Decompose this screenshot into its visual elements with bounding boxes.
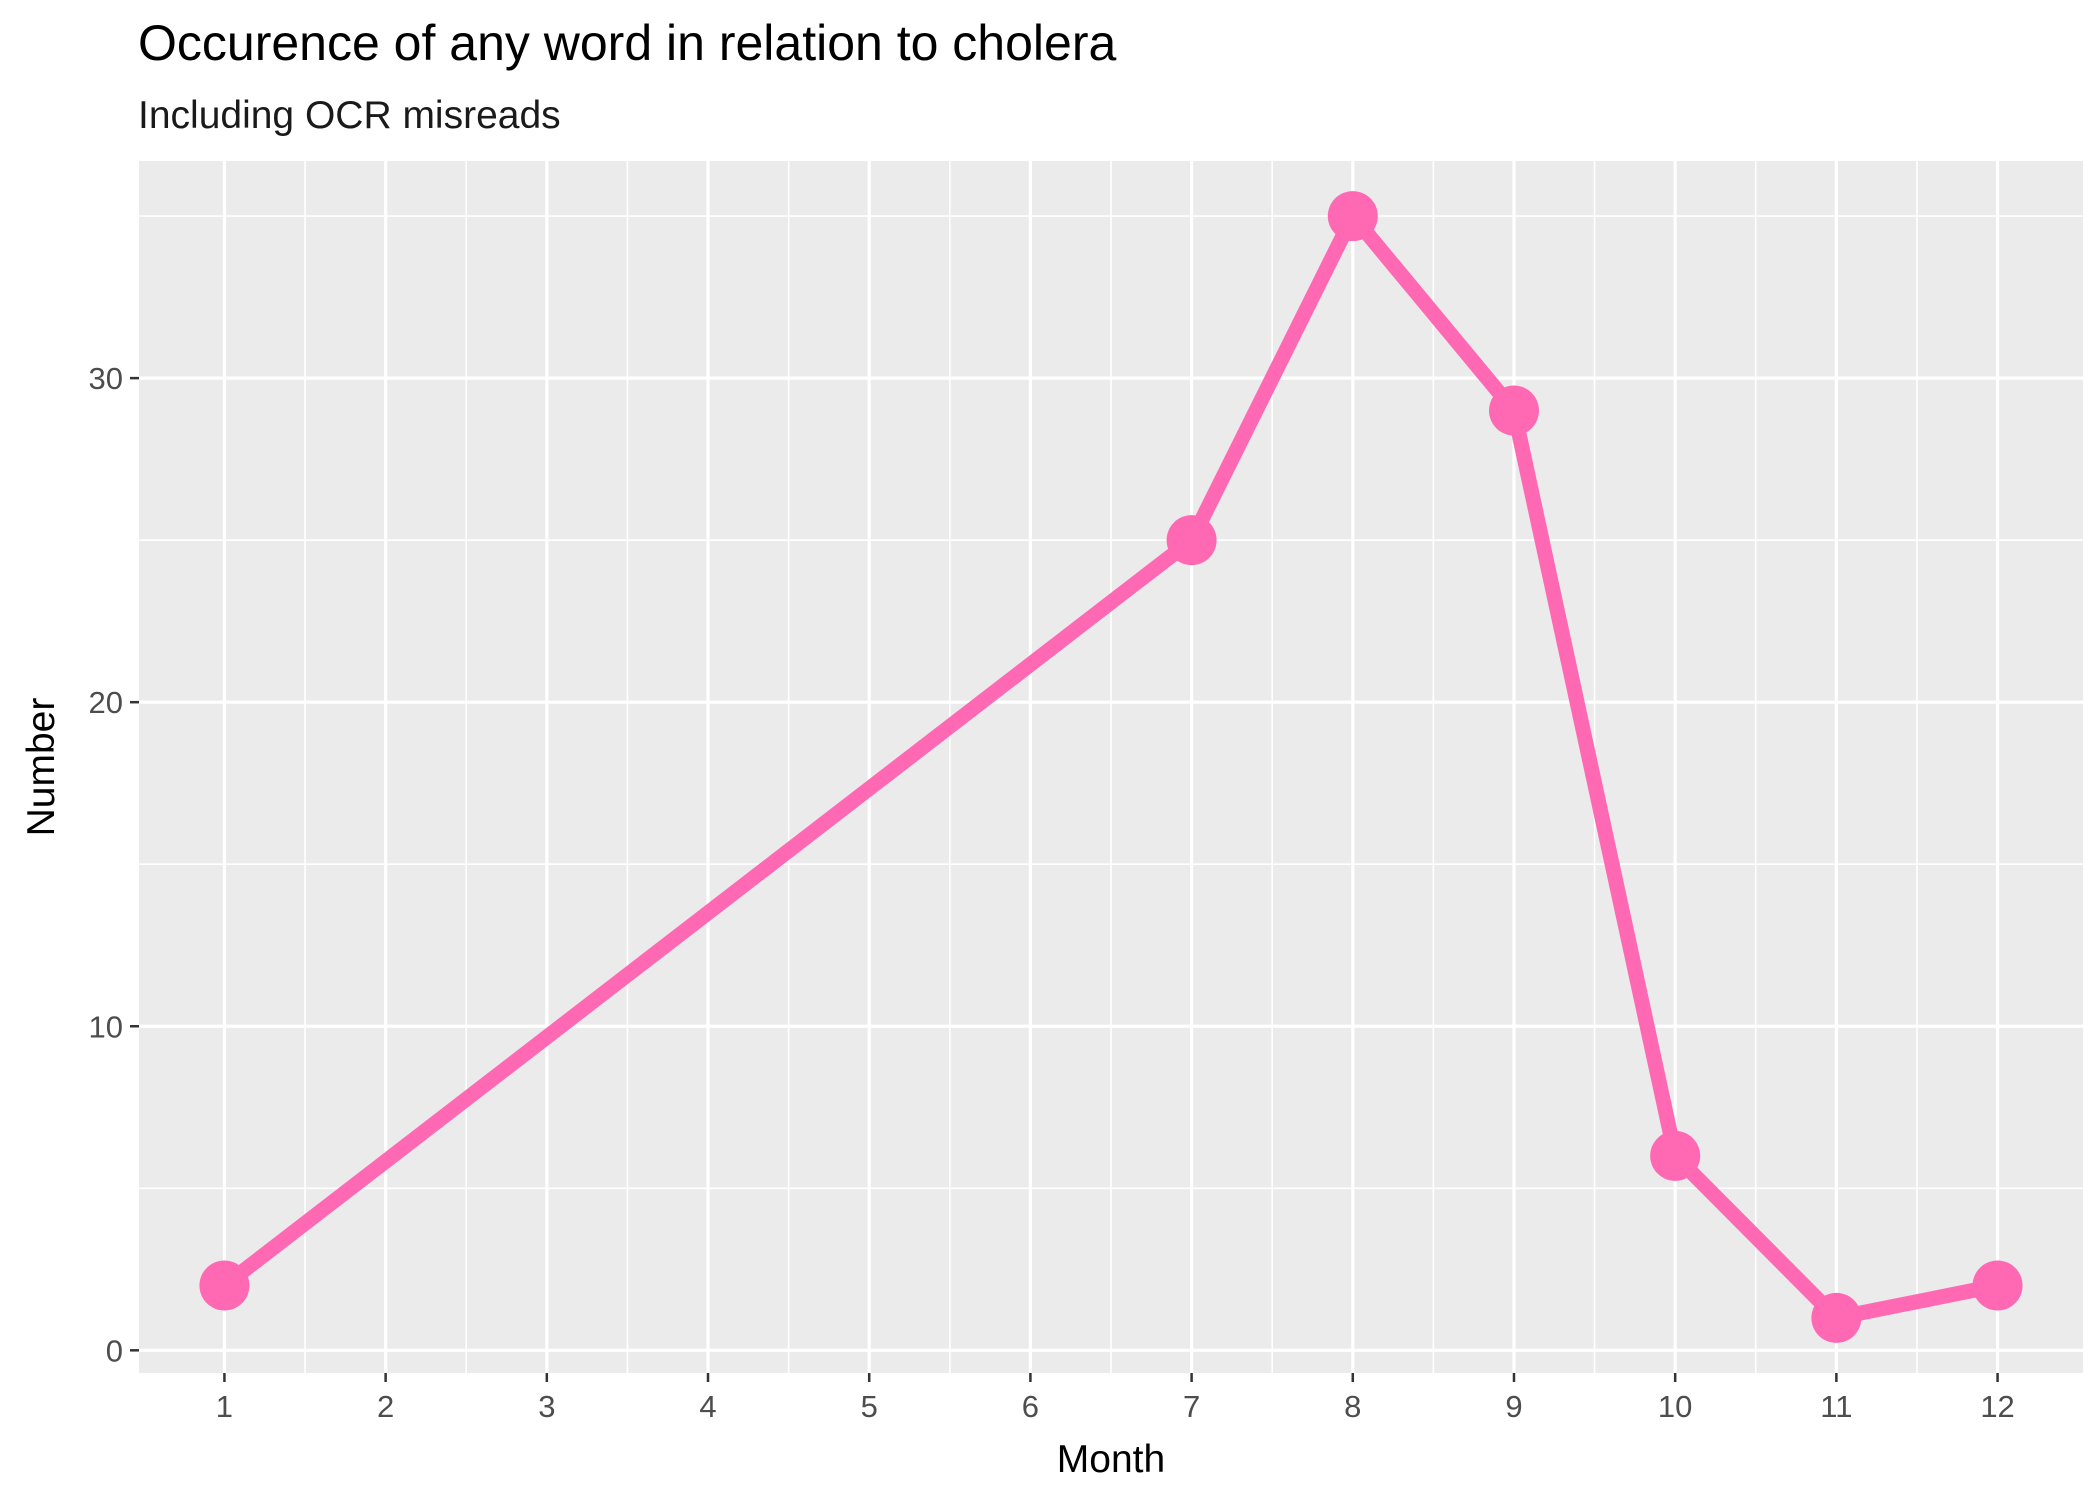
data-point: [199, 1260, 250, 1311]
x-tick-label: 4: [699, 1389, 716, 1424]
major-gridlines: [139, 161, 2083, 1373]
y-tick-label: 30: [89, 361, 123, 396]
y-tick-label: 20: [89, 685, 123, 720]
x-tick-label: 2: [377, 1389, 394, 1424]
x-tick-label: 6: [1022, 1389, 1039, 1424]
chart-subtitle: Including OCR misreads: [138, 94, 561, 137]
x-tick-label: 7: [1183, 1389, 1200, 1424]
series-layer: [199, 191, 2023, 1343]
data-point: [1327, 191, 1378, 242]
data-point: [1811, 1292, 1862, 1343]
x-tick-label: 9: [1505, 1389, 1522, 1424]
data-point: [1488, 385, 1539, 436]
chart-title: Occurence of any word in relation to cho…: [138, 15, 1117, 71]
y-axis: 0 10 20 30: [89, 361, 139, 1368]
x-axis: 1 2 3 4 5 6 7 8 9 10 11 12: [216, 1373, 2015, 1424]
x-tick-label: 8: [1344, 1389, 1361, 1424]
data-point: [1972, 1260, 2023, 1311]
x-tick-label: 1: [216, 1389, 233, 1424]
data-point: [1166, 515, 1217, 566]
x-tick-label: 11: [1820, 1389, 1852, 1424]
x-axis-title: Month: [1057, 1438, 1165, 1481]
data-point: [1650, 1130, 1701, 1181]
x-tick-label: 3: [538, 1389, 555, 1424]
y-tick-label: 0: [106, 1333, 123, 1368]
x-tick-label: 10: [1658, 1389, 1692, 1424]
y-axis-title: Number: [20, 698, 63, 837]
y-tick-label: 10: [89, 1009, 123, 1044]
x-tick-label: 12: [1980, 1389, 2014, 1424]
x-tick-label: 5: [861, 1389, 878, 1424]
